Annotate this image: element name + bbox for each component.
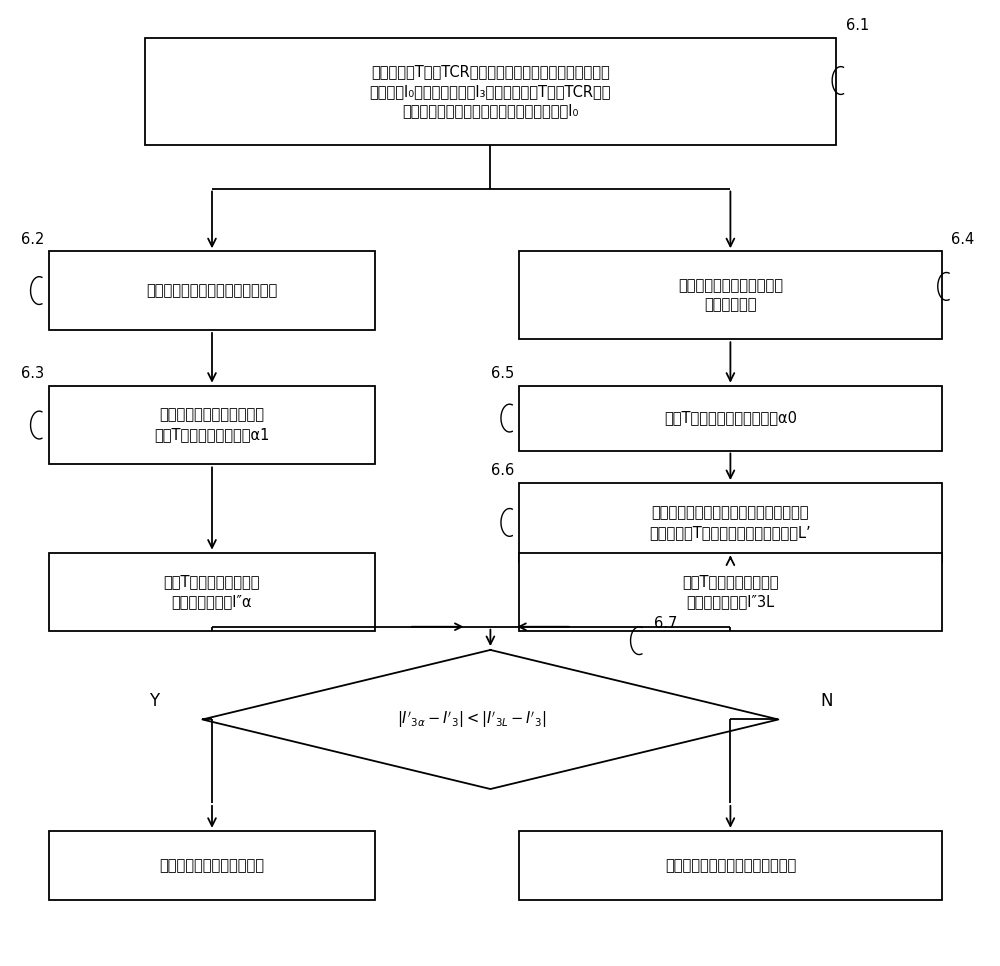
Text: 异常相额定等值电感不变、
计算T时刻异常相导通角α1: 异常相额定等值电感不变、 计算T时刻异常相导通角α1 (154, 408, 270, 442)
Bar (49, 553, 375, 632)
Text: 计算T时刻非异常相的导通角α0: 计算T时刻非异常相的导通角α0 (664, 411, 797, 426)
Bar (145, 38, 836, 145)
Bar (519, 483, 942, 562)
Bar (519, 251, 942, 339)
Text: 6.3: 6.3 (21, 366, 44, 381)
Bar (519, 385, 942, 450)
Text: 电流异常为触发角变化引起: 电流异常为触发角变化引起 (160, 858, 264, 873)
Text: 假设二：额定等值电感变化
引起电流异常: 假设二：额定等值电感变化 引起电流异常 (678, 278, 783, 313)
Text: 6.6: 6.6 (491, 464, 514, 478)
Bar (49, 385, 375, 465)
Text: 6.7: 6.7 (654, 616, 677, 632)
Text: 电流异常为额定等值电感变化引起: 电流异常为额定等值电感变化引起 (665, 858, 796, 873)
Bar (519, 831, 942, 900)
Text: 6.4: 6.4 (951, 232, 974, 246)
Text: 6.5: 6.5 (491, 366, 514, 381)
Text: 将时间节点T时刻TCR支路异常相电流通过傅里叶变换得到
基波分量I₀、三次谐波分量I₃，将时间节点T时刻TCR支路
非异常相电流通过傅里叶变换得到基波分量I₀: 将时间节点T时刻TCR支路异常相电流通过傅里叶变换得到 基波分量I₀、三次谐波分… (370, 64, 611, 119)
Text: Y: Y (149, 692, 159, 710)
Bar (49, 251, 375, 330)
Text: 计算T时刻假设二理论上
的三次谐波分量I″3L: 计算T时刻假设二理论上 的三次谐波分量I″3L (682, 575, 779, 610)
Bar (519, 553, 942, 632)
Text: 6.2: 6.2 (21, 232, 44, 246)
Text: $|I'_{3\alpha}-I'_3|<|I'_{3L}-I'_3|$: $|I'_{3\alpha}-I'_3|<|I'_{3L}-I'_3|$ (397, 709, 546, 729)
Text: 6.1: 6.1 (846, 18, 869, 33)
Text: N: N (820, 692, 833, 710)
Text: 假设一：触发角变化引起电流异常: 假设一：触发角变化引起电流异常 (146, 283, 278, 298)
Bar (49, 831, 375, 900)
Text: 异常相导通角与非异常相导通角一致，计
算时间节点T时刻异常相额定等值电感L’: 异常相导通角与非异常相导通角一致，计 算时间节点T时刻异常相额定等值电感L’ (650, 505, 811, 540)
Text: 计算T时刻假设一理论上
的三次谐波分量I″α: 计算T时刻假设一理论上 的三次谐波分量I″α (164, 575, 260, 610)
